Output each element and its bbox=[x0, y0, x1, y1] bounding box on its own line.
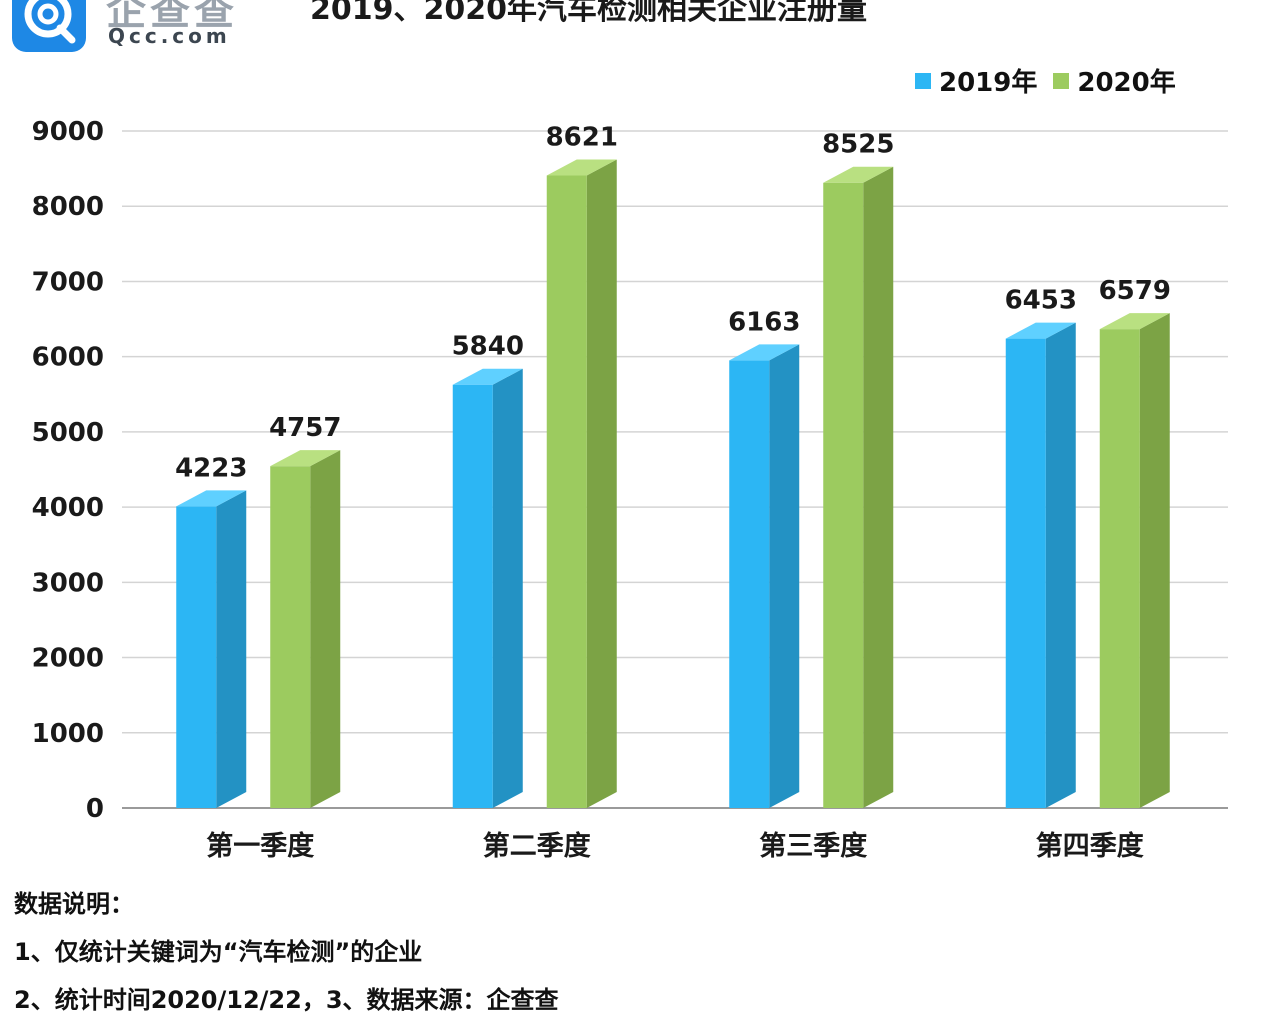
y-tick-label: 1000 bbox=[32, 719, 104, 749]
data-label: 6453 bbox=[1005, 286, 1077, 316]
notes-line-1: 1、仅统计关键词为“汽车检测”的企业 bbox=[14, 938, 423, 966]
bar-front bbox=[546, 175, 587, 808]
bar-side bbox=[863, 166, 894, 808]
data-label: 6163 bbox=[728, 307, 800, 337]
bar-top bbox=[176, 490, 247, 507]
bar-side bbox=[216, 490, 247, 808]
bar-top bbox=[452, 368, 523, 385]
data-notes: 数据说明： 1、仅统计关键词为“汽车检测”的企业 2、统计时间2020/12/2… bbox=[14, 880, 559, 1024]
brand-logo: 企查查 Qcc.com bbox=[10, 0, 250, 58]
bar-top bbox=[823, 166, 894, 183]
bar-2020-1 bbox=[270, 450, 341, 808]
bar-top bbox=[270, 450, 341, 467]
brand-name-cn: 企查查 bbox=[106, 0, 238, 34]
bar-front bbox=[729, 360, 770, 808]
bar-front bbox=[1099, 329, 1140, 808]
bar-top bbox=[1099, 313, 1170, 330]
bar-chart: 0 1000 2000 3000 4000 5000 6000 7000 8000 9000 第一季… bbox=[32, 117, 1228, 862]
y-tick-label: 6000 bbox=[32, 343, 104, 373]
x-category-label: 第二季度 bbox=[483, 830, 591, 862]
bar-2019-4 bbox=[1005, 322, 1076, 808]
bar-2020-2 bbox=[546, 159, 617, 808]
bar-front bbox=[270, 466, 311, 808]
bar-side bbox=[492, 368, 523, 808]
bar-side bbox=[1045, 322, 1076, 808]
y-tick-label: 9000 bbox=[32, 117, 104, 147]
x-category-label: 第三季度 bbox=[759, 830, 867, 862]
data-label: 5840 bbox=[452, 332, 524, 362]
y-tick-label: 7000 bbox=[32, 267, 104, 297]
y-tick-label: 3000 bbox=[32, 568, 104, 598]
data-label: 4223 bbox=[175, 453, 247, 483]
legend-item-2020: 2020年 bbox=[1053, 62, 1176, 99]
chart-legend: 2019年 2020年 bbox=[915, 62, 1192, 99]
notes-line-2: 2、统计时间2020/12/22，3、数据来源：企查查 bbox=[14, 986, 559, 1014]
bar-2019-2 bbox=[452, 368, 523, 808]
data-label: 4757 bbox=[269, 413, 341, 443]
y-tick-label: 4000 bbox=[32, 493, 104, 523]
bar-2019-3 bbox=[729, 344, 800, 808]
bar-front bbox=[1005, 338, 1046, 808]
legend-swatch-2019 bbox=[915, 72, 931, 89]
bar-top bbox=[546, 159, 617, 176]
x-category-label: 第四季度 bbox=[1036, 830, 1144, 862]
data-label: 8621 bbox=[546, 123, 618, 153]
notes-heading: 数据说明： bbox=[14, 890, 134, 918]
y-tick-label: 0 bbox=[86, 794, 104, 824]
data-label: 6579 bbox=[1099, 276, 1171, 306]
bar-2020-3 bbox=[823, 166, 894, 808]
legend-label-2019: 2019年 bbox=[939, 68, 1038, 98]
bar-front bbox=[823, 182, 864, 808]
legend-label-2020: 2020年 bbox=[1077, 68, 1176, 98]
y-tick-label: 8000 bbox=[32, 192, 104, 222]
bar-side bbox=[586, 159, 617, 808]
data-label: 8525 bbox=[822, 130, 894, 160]
qcc-logo-icon bbox=[12, 0, 86, 52]
bar-front bbox=[176, 506, 217, 808]
y-tick-label: 5000 bbox=[32, 418, 104, 448]
bar-top bbox=[729, 344, 800, 361]
bar-front bbox=[452, 384, 493, 808]
bar-2020-4 bbox=[1099, 313, 1170, 808]
bar-side bbox=[1139, 313, 1170, 808]
y-tick-label: 2000 bbox=[32, 644, 104, 674]
bar-side bbox=[310, 450, 341, 808]
x-category-label: 第一季度 bbox=[206, 830, 314, 862]
chart-title: 2019、2020年汽车检测相关企业注册量 bbox=[310, 0, 867, 27]
bar-top bbox=[1005, 322, 1076, 339]
legend-swatch-2020 bbox=[1053, 72, 1070, 89]
bar-side bbox=[769, 344, 800, 808]
bar-2019-1 bbox=[176, 490, 247, 808]
brand-name-en: Qcc.com bbox=[108, 24, 231, 48]
legend-item-2019: 2019年 bbox=[915, 62, 1037, 99]
